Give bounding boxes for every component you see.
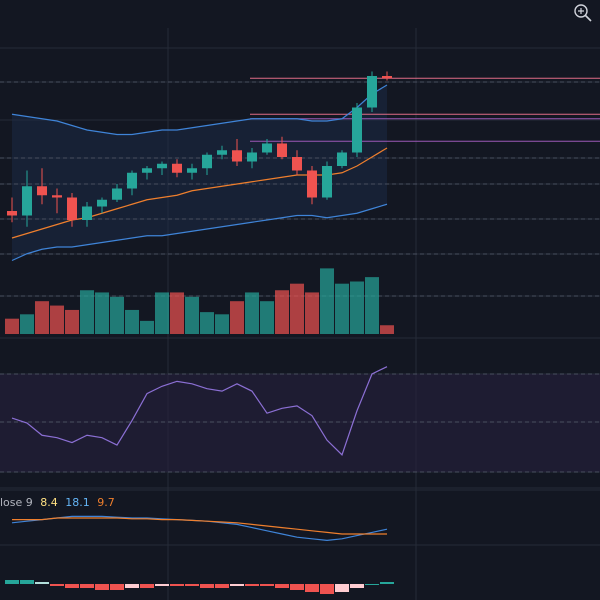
candle-body [7, 211, 17, 216]
volume-bar [65, 309, 79, 334]
candle-body [142, 168, 152, 173]
volume-bar [215, 314, 229, 334]
candle-body [217, 150, 227, 155]
macd-histogram-bar [5, 580, 19, 584]
volume-bar [230, 301, 244, 334]
candle-body [112, 188, 122, 200]
candle-body [277, 143, 287, 157]
volume-bar [95, 292, 109, 334]
volume-bar [305, 292, 319, 334]
volume-bar [170, 292, 184, 334]
rsi-band [0, 374, 600, 472]
volume-bar [125, 309, 139, 334]
bollinger-lower-line [11, 203, 388, 262]
candle-body [37, 186, 47, 196]
volume-bar [335, 283, 349, 334]
macd-histogram-bar [140, 584, 154, 588]
volume-bar [245, 292, 259, 334]
volume-bar [260, 301, 274, 334]
candle-body [337, 152, 347, 166]
candle-body [187, 168, 197, 173]
volume-bar [185, 296, 199, 334]
candle-body [82, 206, 92, 220]
candle-body [22, 186, 32, 216]
macd-histogram-bar [80, 584, 94, 588]
macd-line [11, 515, 388, 542]
volume-bar [50, 305, 64, 334]
signal-legend-value: 18.1 [65, 496, 90, 509]
top-toolbar [0, 0, 600, 26]
macd-histogram-bar [365, 584, 379, 585]
volume-bar [20, 314, 34, 334]
macd-histogram-bar [170, 584, 184, 586]
volume-bar [200, 312, 214, 334]
macd-histogram-bar [215, 584, 229, 588]
macd-histogram-bar [20, 580, 34, 584]
candle-body [247, 152, 257, 162]
macd-histogram-bar [155, 584, 169, 586]
macd-histogram-bar [305, 584, 319, 592]
macd-histogram-bar [350, 584, 364, 588]
volume-bar [350, 281, 364, 334]
candle-body [307, 170, 317, 198]
macd-histogram-bar [95, 584, 109, 590]
macd-histogram-bar [290, 584, 304, 590]
signal-line [12, 517, 387, 535]
macd-histogram-bar [185, 584, 199, 586]
candle-body [367, 76, 377, 108]
macd-histogram-bar [200, 584, 214, 588]
volume-bar [320, 268, 334, 334]
volume-bar [380, 325, 394, 334]
macd-histogram-bar [245, 584, 259, 586]
candle-body [322, 166, 332, 198]
macd-histogram-bar [65, 584, 79, 588]
candle-body [202, 154, 212, 169]
macd-histogram-bar [275, 584, 289, 588]
candle-body [97, 199, 107, 207]
candle-body [232, 150, 242, 162]
volume-bar [290, 283, 304, 334]
candle-body [292, 157, 302, 171]
volume-bar [275, 290, 289, 334]
candle-body [352, 107, 362, 153]
macd-histogram-bar [125, 584, 139, 588]
macd-histogram-bar [110, 584, 124, 590]
macd-histogram-bar [380, 582, 394, 584]
macd-legend-label: lose 9 [0, 496, 33, 509]
bollinger-fill [12, 85, 387, 261]
volume-bar [365, 277, 379, 334]
volume-bar [155, 292, 169, 334]
macd-histogram-bar [230, 584, 244, 586]
macd-histogram-bar [335, 584, 349, 592]
candle-body [157, 163, 167, 169]
bollinger-upper-line [11, 84, 388, 136]
candle-body [52, 195, 62, 198]
candle-body [172, 163, 182, 173]
macd-legend-value: 8.4 [40, 496, 58, 509]
macd-histogram-bar [260, 584, 274, 586]
macd-legend: lose 9 8.4 18.1 9.7 [0, 496, 119, 509]
macd-histogram-bar [320, 584, 334, 594]
rsi-line [11, 366, 388, 456]
volume-bar [140, 320, 154, 334]
candle-body [382, 76, 392, 79]
candle-body [262, 143, 272, 153]
volume-bar [5, 318, 19, 334]
macd-histogram-bar [50, 584, 64, 586]
histogram-legend-value: 9.7 [97, 496, 115, 509]
volume-bar [110, 296, 124, 334]
candle-body [67, 197, 77, 220]
macd-histogram-bar [35, 582, 49, 584]
candle-body [127, 172, 137, 189]
volume-bar [35, 301, 49, 334]
magnifier-zoom-icon[interactable] [572, 2, 594, 24]
volume-bar [80, 290, 94, 334]
